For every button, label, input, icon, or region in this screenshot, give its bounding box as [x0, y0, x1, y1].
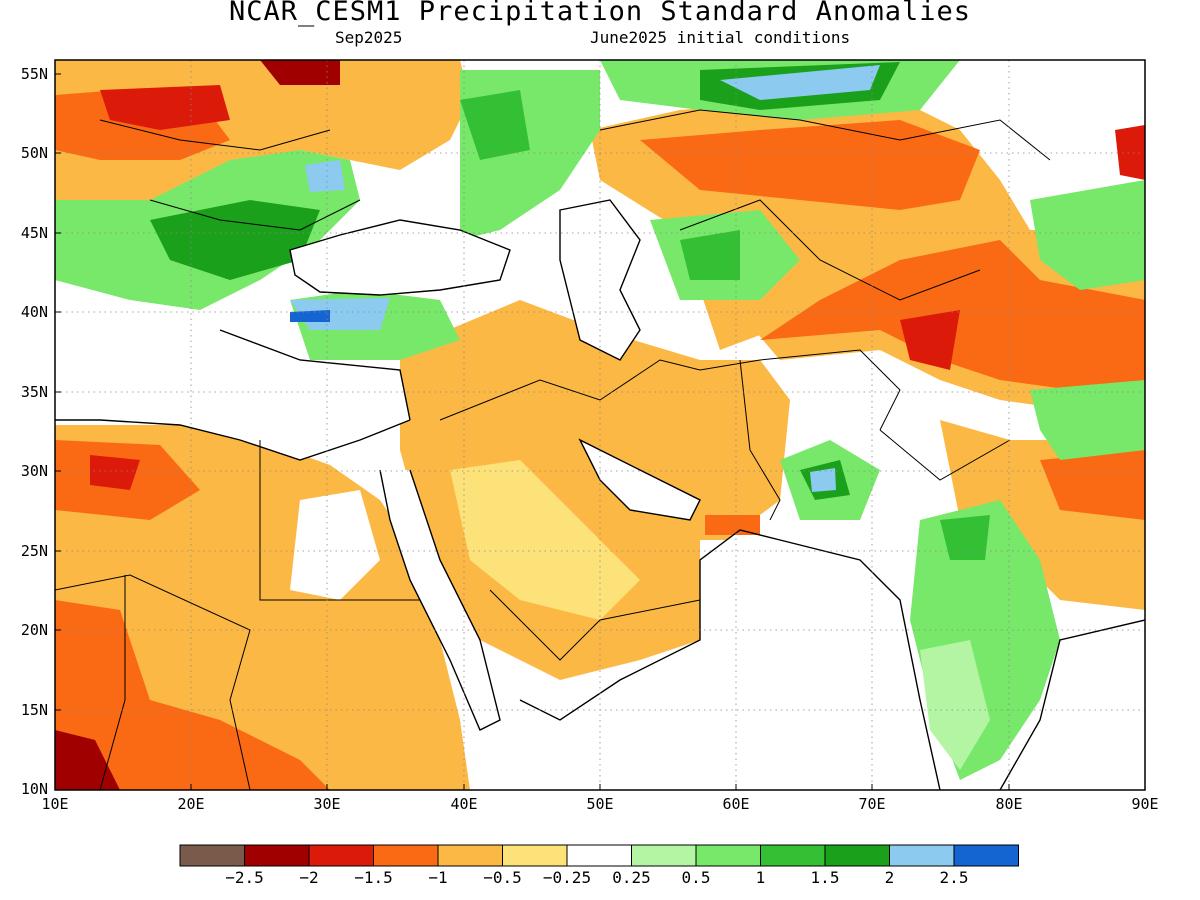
lon-label-90e: 90E: [1131, 795, 1159, 813]
northeast-strong-dry: [1115, 125, 1145, 180]
north-dry-strongest: [260, 60, 340, 85]
lat-label-55n: 55N: [20, 65, 48, 83]
colorbar-swatch-9: [760, 844, 826, 867]
siberia-very-wet: [720, 65, 880, 100]
sahara-white-gap: [290, 490, 380, 600]
colorbar-swatch-10: [824, 844, 890, 867]
colorbar-swatch-6: [566, 844, 632, 867]
lat-label-50n: 50N: [20, 144, 48, 162]
arabia-light-dry: [450, 460, 640, 620]
colorbar: [179, 844, 1019, 867]
colorbar-label-7: 0.5: [681, 868, 711, 887]
nepal-moderate-dry: [1040, 450, 1145, 520]
colorbar-label-5: −0.25: [542, 868, 592, 887]
colorbar-swatch-8: [695, 844, 761, 867]
lon-label-50e: 50E: [586, 795, 614, 813]
lon-label-10e: 10E: [41, 795, 69, 813]
colorbar-swatch-4: [437, 844, 503, 867]
lat-label-35n: 35N: [20, 383, 48, 401]
lat-label-10n: 10N: [20, 780, 48, 798]
lon-label-60e: 60E: [722, 795, 750, 813]
mongolia-wet-region: [1030, 180, 1145, 290]
colorbar-label-8: 1: [755, 868, 766, 887]
colorbar-label-1: −2: [299, 868, 319, 887]
colorbar-label-4: −0.5: [483, 868, 522, 887]
persian-gulf: [580, 440, 700, 520]
coastlines: [55, 199, 1145, 790]
north-dry-strong: [100, 85, 230, 130]
anomaly-fields: [55, 60, 1145, 790]
colorbar-label-3: −1: [428, 868, 448, 887]
colorbar-swatch-7: [631, 844, 697, 867]
india-light-wet: [920, 640, 990, 770]
africa-moderate-dry-south: [55, 600, 330, 790]
lon-label-30e: 30E: [313, 795, 341, 813]
black-sea: [290, 220, 510, 295]
tibet-wet-region: [1030, 380, 1145, 460]
carpathian-very-wet: [305, 160, 345, 192]
lon-label-80e: 80E: [995, 795, 1023, 813]
turkey-wettest: [290, 310, 330, 322]
lat-label-20n: 20N: [20, 621, 48, 639]
axis-ticks: [55, 73, 1010, 790]
lat-label-25n: 25N: [20, 542, 48, 560]
caucasus-strong-wet: [460, 90, 530, 160]
india-strong-wet: [940, 515, 990, 560]
lat-label-15n: 15N: [20, 701, 48, 719]
pakistan-very-wet: [810, 468, 836, 492]
colorbar-label-2: −1.5: [354, 868, 393, 887]
kashmir-strongest-dry: [900, 310, 960, 370]
colorbar-label-6: 0.25: [612, 868, 651, 887]
arabian-sea: [520, 540, 940, 790]
colorbar-swatch-1: [244, 844, 310, 867]
lat-label-40n: 40N: [20, 303, 48, 321]
lon-label-40e: 40E: [450, 795, 478, 813]
colorbar-label-9: 1.5: [810, 868, 840, 887]
aral-strong-wet: [680, 230, 740, 280]
balkans-strong-wet: [150, 200, 320, 280]
forecast-month: Sep2025: [335, 28, 403, 47]
colorbar-swatch-12: [953, 844, 1019, 867]
map-title: NCAR_CESM1 Precipitation Standard Anomal…: [229, 0, 971, 27]
gridlines: [55, 60, 1145, 790]
middle-east-dry-region: [400, 300, 790, 680]
lon-label-70e: 70E: [858, 795, 886, 813]
africa-strong-dry-2: [90, 455, 140, 490]
initial-conditions: June2025 initial conditions: [590, 28, 851, 47]
colorbar-swatch-2: [308, 844, 374, 867]
lon-label-20e: 20E: [177, 795, 205, 813]
colorbar-swatch-0: [179, 844, 245, 867]
political-borders: [55, 109, 1051, 790]
kazakhstan-moderate-dry: [640, 120, 980, 210]
colorbar-swatch-3: [373, 844, 439, 867]
colorbar-label-0: −2.5: [225, 868, 264, 887]
colorbar-swatch-11: [889, 844, 955, 867]
bay-of-bengal: [1000, 620, 1145, 790]
lat-label-45n: 45N: [20, 224, 48, 242]
colorbar-swatch-5: [502, 844, 568, 867]
lat-label-30n: 30N: [20, 462, 48, 480]
colorbar-label-11: 2.5: [939, 868, 969, 887]
red-sea: [380, 470, 500, 730]
mediterranean-sea: [55, 300, 410, 460]
oman-dry: [705, 515, 760, 535]
colorbar-label-10: 2: [884, 868, 895, 887]
